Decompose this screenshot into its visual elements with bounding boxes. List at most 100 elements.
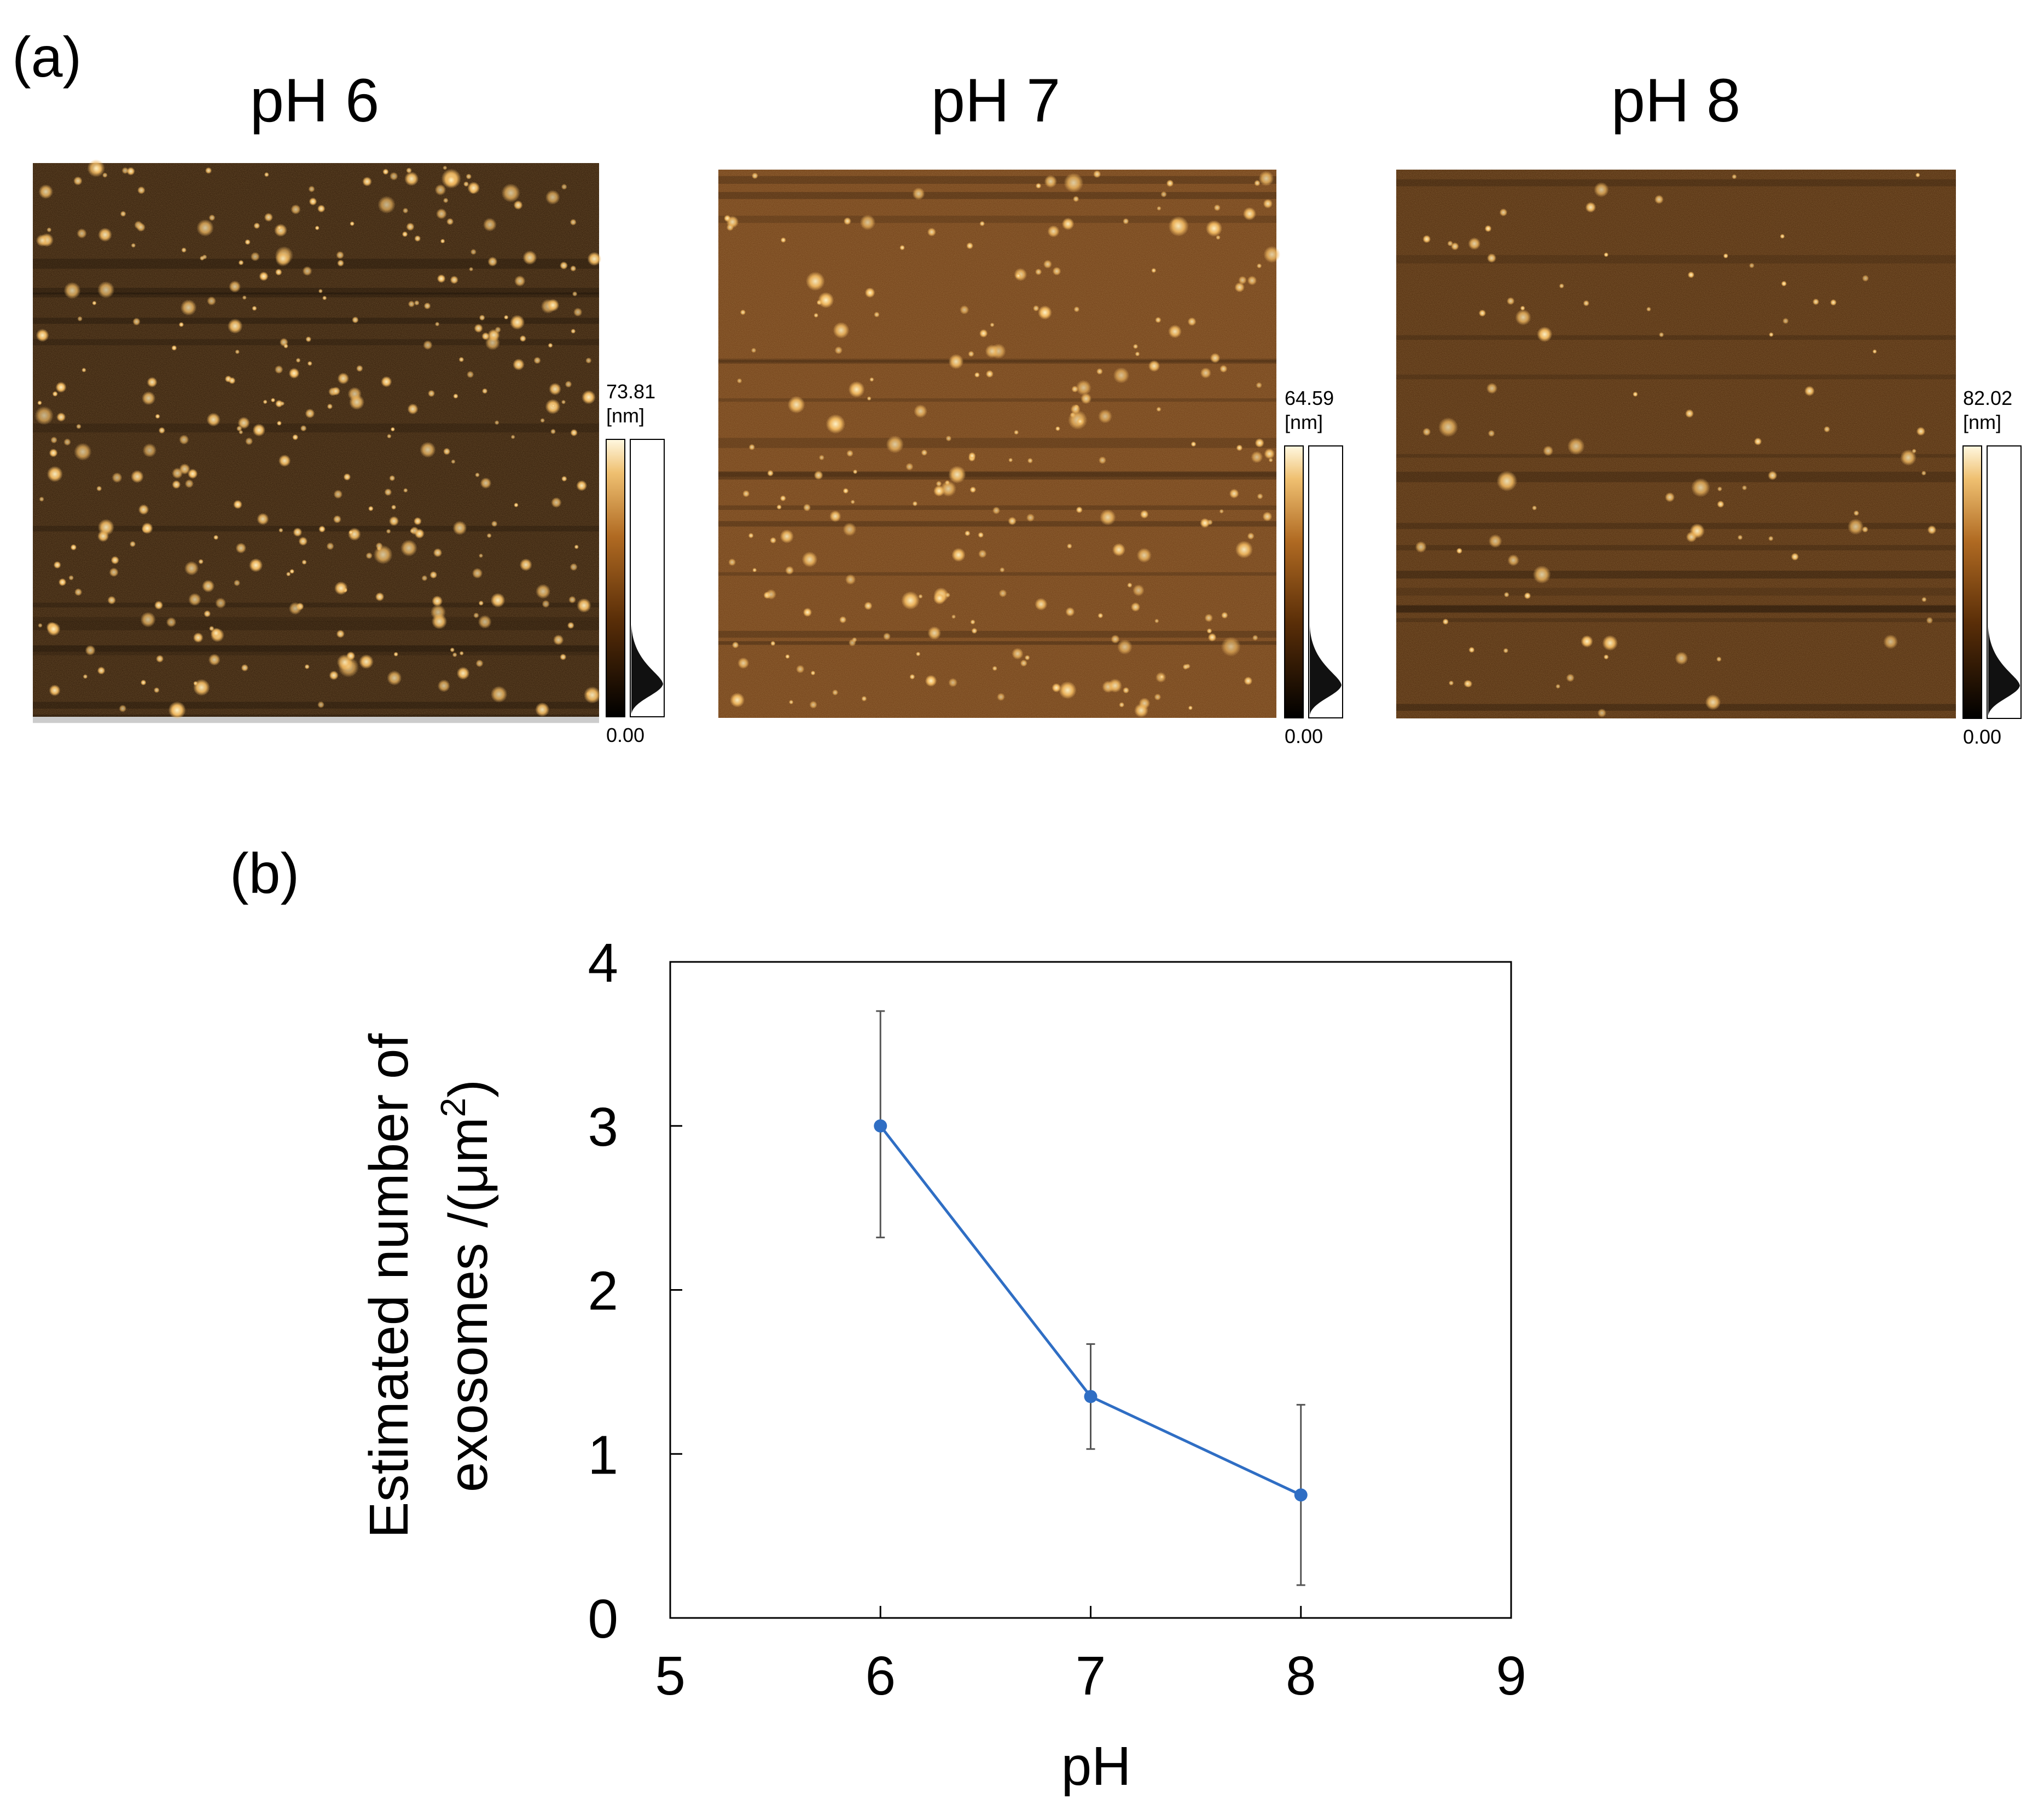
exosome-particle <box>551 403 556 408</box>
exosome-particle <box>318 525 326 533</box>
exosome-particle <box>166 617 177 628</box>
afm-texture <box>718 170 1276 718</box>
exosome-particle <box>414 235 421 242</box>
colorbar-gradient <box>1962 445 1982 719</box>
exosome-particle <box>1264 448 1275 460</box>
exosome-particle <box>1520 305 1525 311</box>
exosome-particle <box>1076 506 1083 513</box>
exosome-particle <box>809 700 817 709</box>
exosome-particle <box>570 265 577 272</box>
exosome-particle <box>368 506 374 512</box>
exosome-particle <box>307 361 312 366</box>
exosome-particle <box>1154 693 1162 701</box>
exosome-particle <box>560 261 568 270</box>
exosome-particle <box>107 596 116 605</box>
exosome-particle <box>1221 636 1241 657</box>
exosome-particle <box>1687 271 1694 279</box>
exosome-particle <box>1705 694 1721 710</box>
exosome-particle <box>1675 652 1688 665</box>
x-tick-label: 7 <box>1076 1645 1106 1707</box>
exosome-particle <box>948 466 966 484</box>
exosome-particle <box>264 172 269 177</box>
afm-scan-line <box>1396 606 1956 613</box>
exosome-particle <box>264 213 273 222</box>
exosome-particle <box>1830 299 1837 306</box>
exosome-particle <box>1900 449 1917 466</box>
exosome-particle <box>998 589 1007 597</box>
exosome-particle <box>180 299 197 316</box>
colorbar-min-label: 0.00 <box>1285 725 1323 747</box>
exosome-particle <box>1597 708 1606 718</box>
exosome-particle <box>52 391 58 397</box>
exosome-particle <box>1210 353 1221 363</box>
exosome-particle <box>432 595 443 607</box>
afm-scan-line <box>718 176 1276 184</box>
exosome-particle <box>286 572 291 577</box>
exosome-particle <box>491 520 498 527</box>
exosome-particle <box>751 172 758 179</box>
exosome-particle <box>171 345 177 351</box>
exosome-particle <box>472 568 483 579</box>
exosome-particle <box>450 647 455 652</box>
afm-scan-line <box>718 192 1276 199</box>
exosome-particle <box>1065 607 1075 617</box>
exosome-particle <box>1081 393 1092 404</box>
exosome-particle <box>137 186 146 194</box>
exosome-particle <box>375 592 385 601</box>
exosome-particle <box>1254 179 1261 187</box>
exosome-particle <box>787 396 805 414</box>
exosome-particle <box>249 558 263 572</box>
exosome-particle <box>1130 602 1141 612</box>
exosome-particle <box>181 247 187 253</box>
exosome-particle <box>407 403 419 415</box>
exosome-particle <box>206 413 220 427</box>
exosome-particle <box>121 167 129 175</box>
exosome-particle <box>1067 543 1072 549</box>
exosome-particle <box>1737 535 1743 540</box>
exosome-particle <box>1646 306 1651 312</box>
exosome-particle <box>487 257 498 267</box>
exosome-particle <box>475 659 484 668</box>
exosome-particle <box>305 336 312 343</box>
exosome-particle <box>467 370 474 379</box>
afm-scan-line <box>1396 255 1956 264</box>
exosome-particle <box>1262 512 1273 521</box>
exosome-particle <box>486 533 492 538</box>
exosome-particle <box>414 517 422 525</box>
exosome-particle <box>936 480 942 487</box>
exosome-particle <box>253 222 260 229</box>
exosome-particle <box>483 218 497 231</box>
exosome-particle <box>985 370 994 378</box>
exosome-particle <box>1422 235 1431 243</box>
exosome-particle <box>337 259 344 267</box>
exosome-particle <box>274 365 283 374</box>
colorbar-max-label: 64.59 <box>1285 387 1334 409</box>
exosome-particle <box>728 558 736 566</box>
exosome-particle <box>39 496 44 502</box>
exosome-particle <box>326 542 334 550</box>
exosome-particle <box>451 459 456 464</box>
exosome-particle <box>1154 618 1159 623</box>
exosome-particle <box>208 653 220 666</box>
exosome-particle <box>343 473 351 481</box>
exosome-particle <box>276 421 282 426</box>
exosome-particle <box>58 578 67 587</box>
y-axis-label-line2: exosomes /(μm2) <box>433 1080 499 1492</box>
exosome-particle <box>375 542 383 550</box>
exosome-particle <box>948 678 957 687</box>
exosome-particle <box>826 414 845 434</box>
exosome-particle <box>47 466 63 483</box>
exosome-particle <box>1566 674 1575 682</box>
exosome-particle <box>1000 567 1005 573</box>
x-tick-label: 5 <box>655 1645 686 1707</box>
exosome-particle <box>434 184 446 196</box>
exosome-particle <box>1151 268 1157 273</box>
exosome-particle <box>34 406 54 425</box>
exosome-particle <box>444 173 458 187</box>
exosome-particle <box>410 529 415 533</box>
exosome-particle <box>179 434 189 445</box>
exosome-particle <box>97 666 106 675</box>
exosome-particle <box>803 503 811 512</box>
exosome-particle <box>1188 705 1193 710</box>
exosome-particle <box>770 537 776 544</box>
